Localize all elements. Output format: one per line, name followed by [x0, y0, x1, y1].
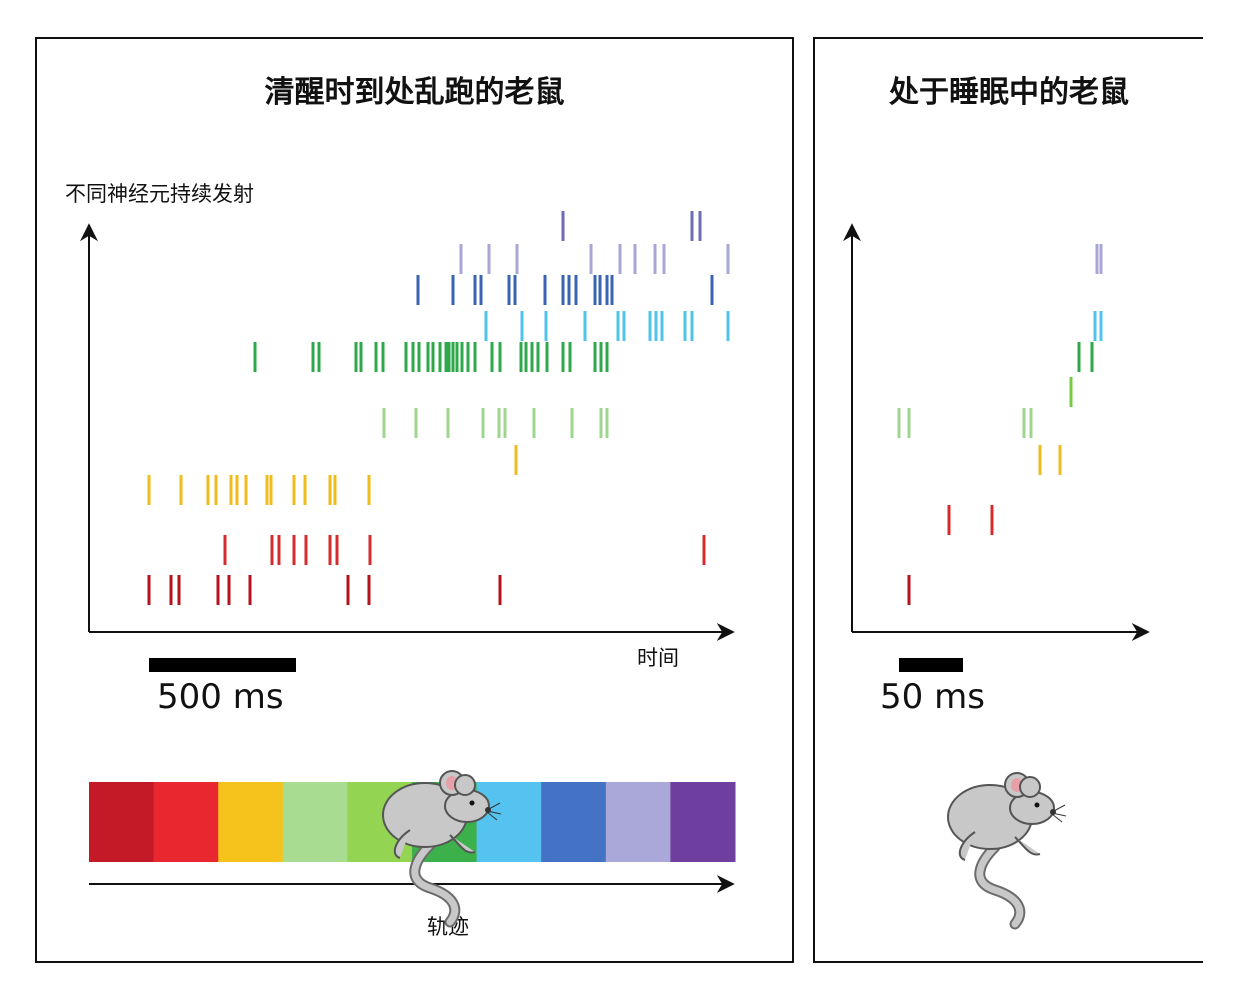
track-segment: [89, 782, 155, 862]
panel-title-awake: 清醒时到处乱跑的老鼠: [264, 75, 565, 110]
track-segment: [282, 782, 348, 862]
track-color-strip: [89, 782, 736, 862]
scale-label-500ms: 500 ms: [157, 677, 284, 717]
y-axis-label: 不同神经元持续发射: [65, 182, 254, 206]
track-segment: [605, 782, 671, 862]
track-segment: [218, 782, 284, 862]
track-segment: [476, 782, 542, 862]
sleeping-mouse-icon: [947, 772, 1067, 930]
running-mouse-icon: [382, 770, 502, 928]
spike-raster-sleep: [897, 244, 1103, 605]
x-axis-label: 时间: [637, 646, 679, 670]
scale-bar-500ms: [149, 658, 296, 672]
scale-bar-50ms: [899, 658, 963, 672]
track-segment: [541, 782, 607, 862]
spike-raster-awake: [147, 211, 730, 605]
track-segment: [153, 782, 219, 862]
panel-title-sleep: 处于睡眠中的老鼠: [889, 75, 1129, 110]
scale-label-50ms: 50 ms: [880, 677, 985, 717]
track-segment: [670, 782, 736, 862]
